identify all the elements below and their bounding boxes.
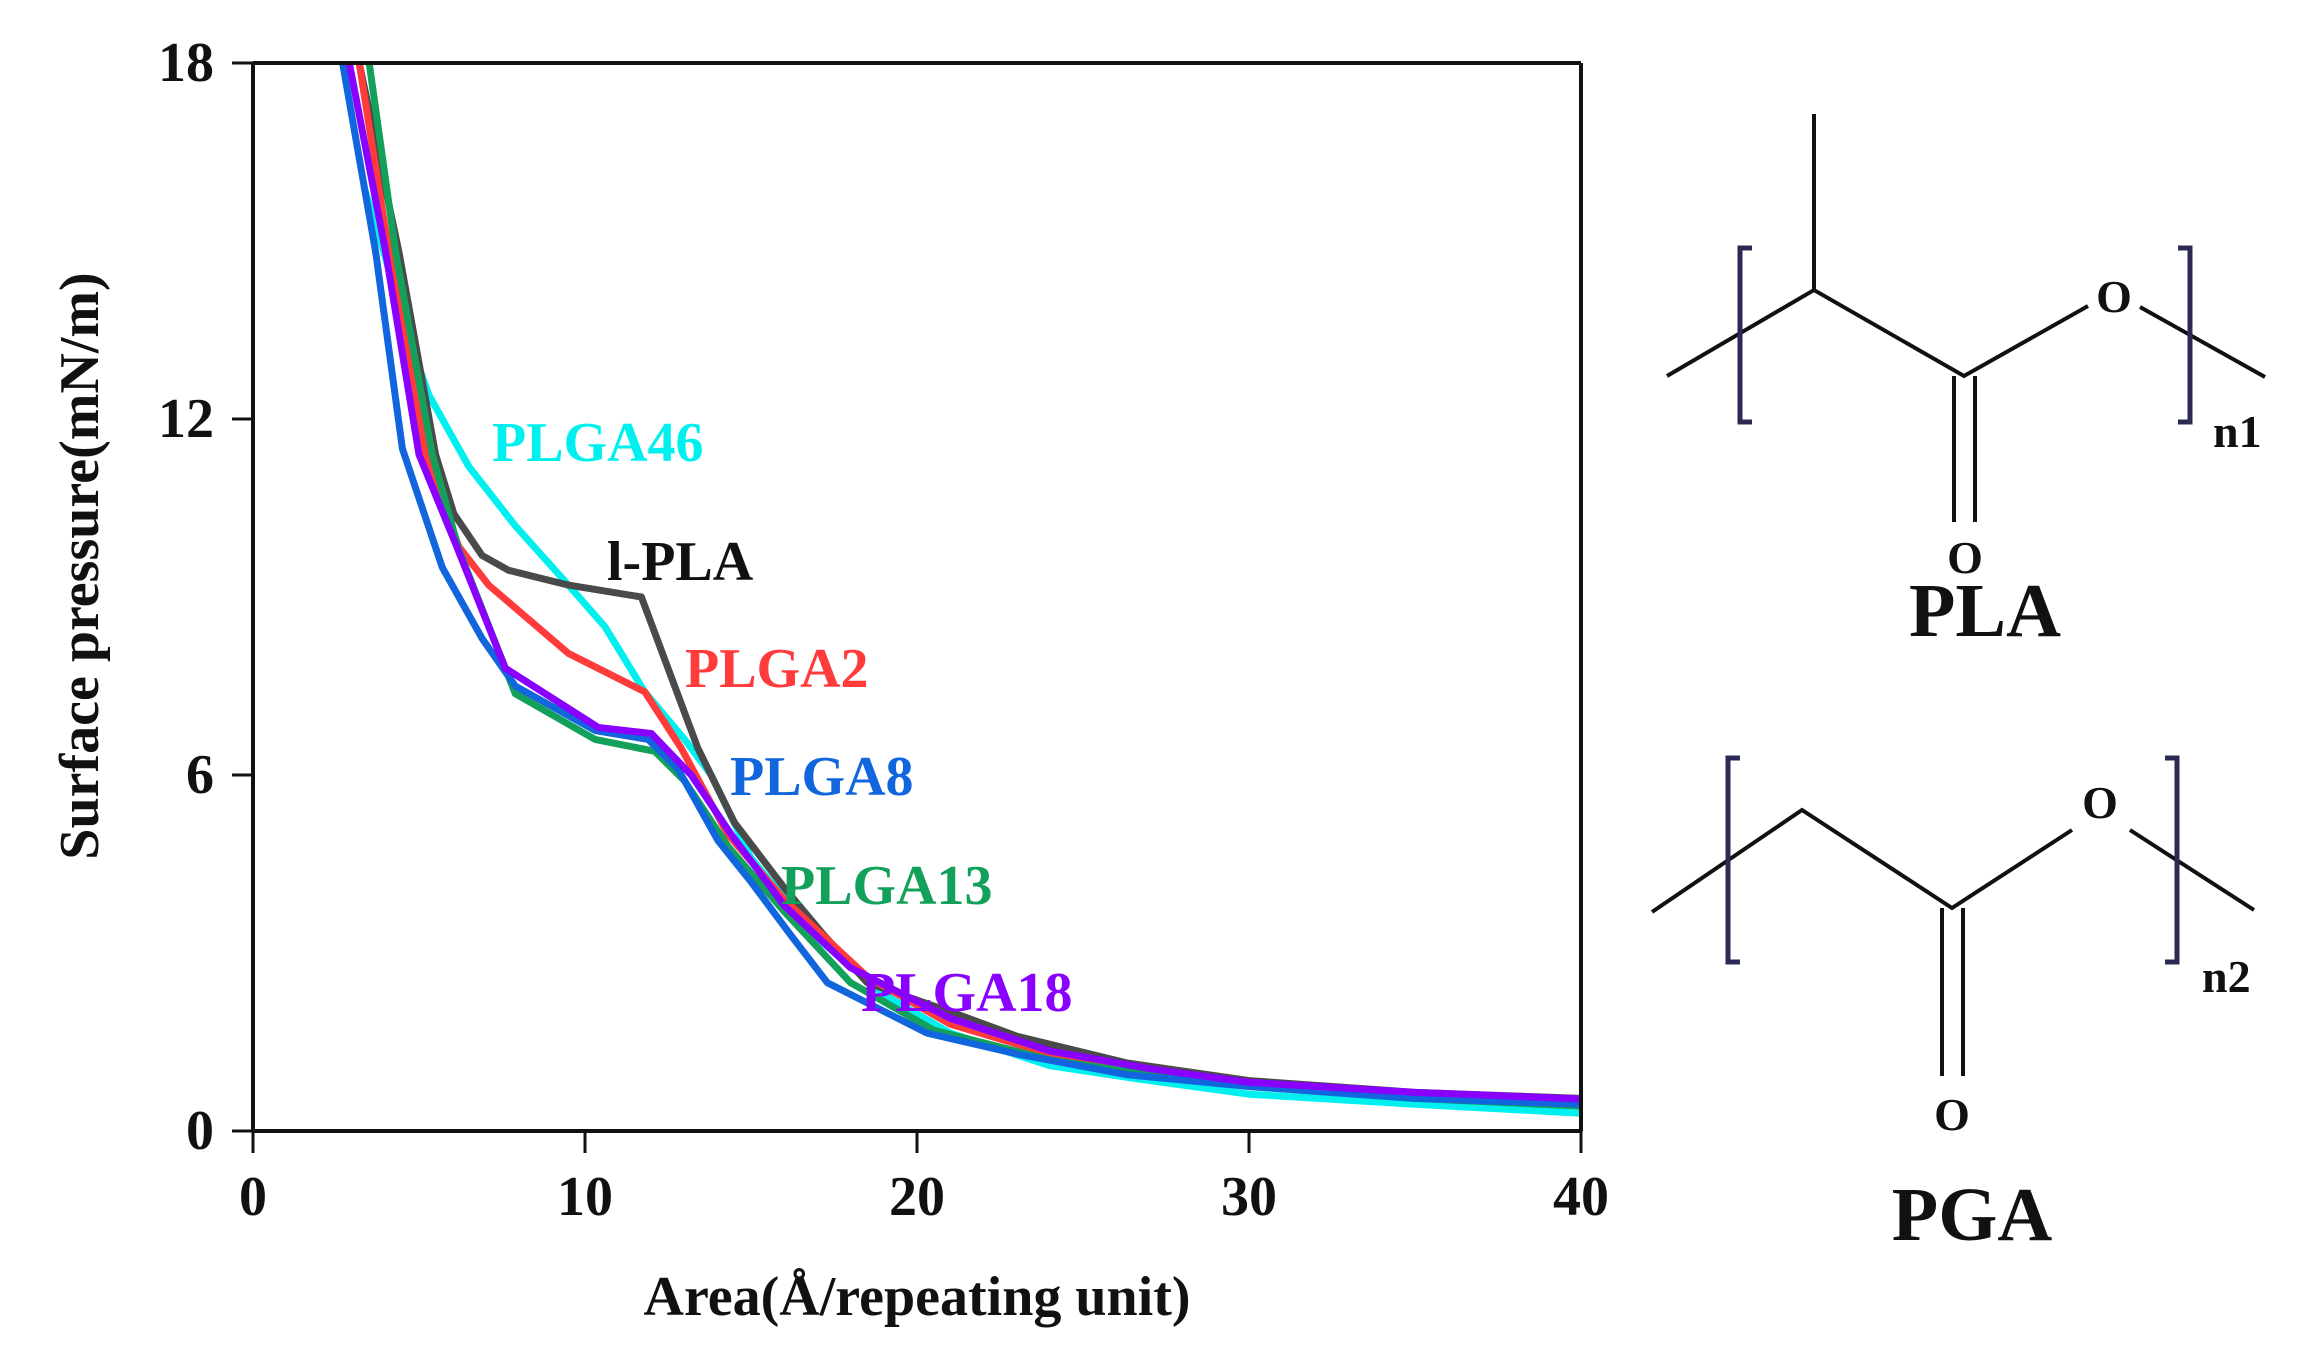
series-label-l-pla: l-PLA	[607, 531, 754, 593]
pla-ester-bond	[2139, 305, 2266, 379]
pla-backbone-bond	[1665, 287, 2089, 379]
y-tick-label: 18	[158, 32, 214, 94]
pga-right-bracket	[2165, 755, 2180, 965]
curve-plga13	[365, 63, 1581, 1110]
y-axis-title: Surface pressure(mN/m)	[49, 272, 111, 859]
y-tick-label: 0	[186, 1100, 214, 1162]
pga-ester-oxygen: O	[2082, 777, 2118, 828]
pga-repeat-subscript: n2	[2202, 951, 2251, 1002]
series-label-plga18: PLGA18	[861, 962, 1073, 1024]
curve-plga8	[339, 63, 1581, 1108]
series-labels: PLGA46 l-PLA PLGA2 PLGA8 PLGA13 PLGA18	[492, 412, 1073, 1024]
curve-plga18	[345, 63, 1581, 1103]
pga-backbone-bond	[1650, 807, 2074, 914]
x-tick-label: 10	[557, 1166, 613, 1228]
pla-right-bracket	[2178, 245, 2193, 425]
x-tick-label: 0	[239, 1166, 267, 1228]
curve-l-pla	[355, 63, 1581, 1102]
x-axis-ticks: 0 10 20 30 40	[239, 1131, 1609, 1228]
isotherm-chart: PLGA46 l-PLA PLGA2 PLGA8 PLGA13 PLGA18 0 10 20 3…	[49, 32, 1609, 1328]
pla-name: PLA	[1909, 569, 2061, 653]
pga-left-bracket	[1725, 755, 1740, 965]
pga-ester-bond	[2128, 828, 2256, 912]
chart-curves	[339, 63, 1581, 1117]
series-label-plga13: PLGA13	[781, 855, 993, 917]
x-tick-label: 20	[889, 1166, 945, 1228]
pla-carbonyl-oxygen: O	[1947, 532, 1983, 583]
pla-structure: O O n1 PLA	[1665, 114, 2266, 653]
series-label-plga2: PLGA2	[685, 638, 869, 700]
y-tick-label: 6	[186, 744, 214, 806]
pla-left-bracket	[1737, 245, 1752, 425]
y-axis-ticks: 0 6 12 18	[158, 32, 253, 1162]
pla-repeat-subscript: n1	[2213, 406, 2262, 457]
pla-ester-oxygen: O	[2096, 271, 2132, 322]
pga-carbonyl-oxygen: O	[1934, 1089, 1970, 1140]
pga-name: PGA	[1892, 1173, 2053, 1257]
x-tick-label: 40	[1553, 1166, 1609, 1228]
series-label-plga46: PLGA46	[492, 412, 704, 474]
x-axis-title: Area(Å/repeating unit)	[644, 1266, 1191, 1328]
y-tick-label: 12	[158, 388, 214, 450]
x-tick-label: 30	[1221, 1166, 1277, 1228]
series-label-plga8: PLGA8	[730, 746, 914, 808]
pga-structure: O O n2 PGA	[1650, 755, 2256, 1257]
